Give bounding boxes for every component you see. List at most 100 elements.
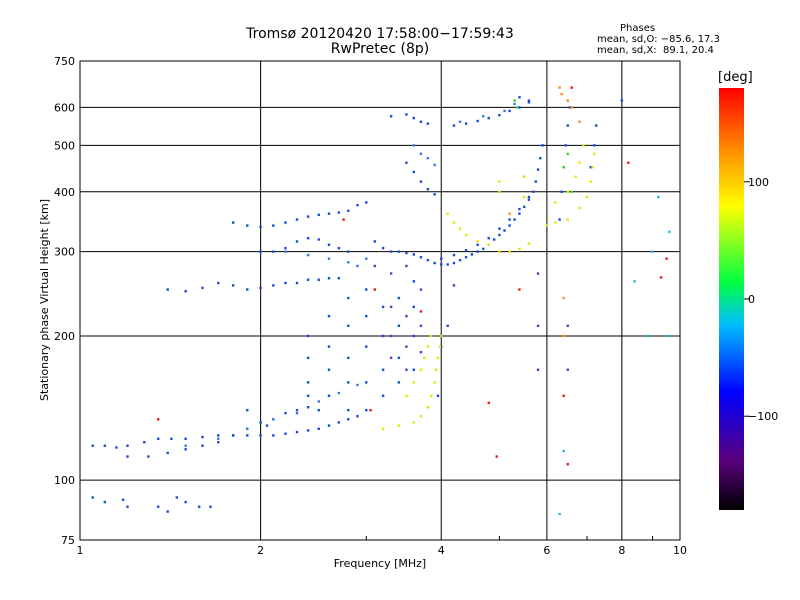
data-point	[476, 243, 479, 246]
data-point	[482, 247, 485, 251]
x-axis-label: Frequency [MHz]	[334, 557, 426, 570]
x-tick-label: 10	[673, 544, 687, 557]
data-point	[405, 264, 408, 268]
data-point	[518, 288, 521, 291]
y-tick-label: 100	[54, 474, 75, 487]
x-tick-label: 4	[438, 544, 445, 557]
colorbar	[719, 88, 744, 510]
data-point	[91, 444, 94, 447]
data-point	[476, 240, 479, 243]
data-point	[157, 505, 160, 508]
data-point	[217, 434, 220, 437]
data-point	[170, 437, 173, 440]
data-point	[365, 201, 368, 204]
data-point	[545, 224, 549, 227]
data-point	[246, 408, 249, 412]
data-point	[317, 427, 320, 431]
data-point	[495, 455, 498, 458]
data-point	[518, 106, 521, 109]
data-point	[589, 166, 592, 169]
data-point	[438, 345, 442, 348]
data-point	[536, 324, 540, 328]
data-point	[498, 190, 501, 193]
data-point	[419, 256, 423, 259]
data-point	[405, 314, 408, 318]
data-point	[397, 296, 401, 300]
data-point	[115, 446, 118, 449]
data-point	[327, 424, 331, 427]
data-point	[337, 211, 341, 214]
data-points	[91, 86, 671, 516]
data-point	[440, 334, 443, 338]
data-point	[412, 144, 415, 147]
data-point	[342, 218, 345, 221]
data-point	[306, 334, 310, 338]
data-point	[668, 230, 671, 233]
data-point	[412, 368, 415, 371]
data-point	[389, 334, 393, 338]
data-point	[347, 418, 350, 421]
data-point	[231, 434, 235, 437]
data-point	[272, 250, 275, 253]
data-point	[365, 408, 368, 412]
data-point	[405, 368, 408, 371]
data-point	[487, 401, 490, 405]
data-point	[560, 190, 563, 193]
data-point	[589, 180, 592, 183]
data-point	[356, 383, 359, 387]
data-point	[419, 288, 423, 291]
data-point	[554, 221, 557, 224]
x-tick-label: 6	[543, 544, 550, 557]
data-point	[373, 240, 377, 243]
chart-title: Tromsø 20120420 17:58:00−17:59:43	[246, 26, 514, 42]
data-point	[259, 250, 262, 253]
data-point	[518, 207, 521, 211]
data-point	[419, 180, 423, 183]
y-tick-label: 750	[54, 55, 75, 68]
data-point	[419, 350, 423, 354]
data-point	[373, 264, 377, 268]
data-point	[347, 250, 350, 253]
data-point	[426, 122, 430, 125]
data-point	[284, 246, 287, 250]
data-point	[231, 221, 235, 224]
data-point	[284, 411, 287, 415]
data-point	[446, 263, 449, 266]
data-point	[570, 86, 573, 89]
data-point	[562, 296, 565, 300]
data-point	[532, 190, 535, 193]
data-point	[126, 444, 129, 447]
data-point	[498, 180, 501, 183]
data-point	[347, 356, 350, 360]
stats-heading: Phases	[620, 23, 656, 34]
data-point	[327, 257, 331, 260]
colorbar-unit-label: [deg]	[718, 70, 753, 85]
data-point	[327, 277, 331, 280]
data-point	[143, 441, 146, 444]
data-point	[458, 227, 462, 230]
data-point	[513, 102, 516, 106]
data-point	[317, 408, 320, 412]
data-point	[578, 161, 581, 164]
data-point	[430, 334, 433, 338]
data-point	[284, 281, 287, 285]
data-point	[440, 345, 443, 348]
data-point	[452, 221, 456, 224]
x-tick-label: 1	[77, 544, 84, 557]
data-point	[184, 500, 187, 504]
data-point	[566, 368, 569, 371]
data-point	[103, 444, 107, 447]
data-point	[347, 296, 350, 300]
data-point	[295, 240, 299, 243]
colorbar-tick-label: 0	[748, 293, 755, 306]
data-point	[389, 272, 393, 275]
data-point	[317, 278, 320, 281]
data-point	[365, 381, 368, 384]
data-point	[381, 334, 385, 338]
data-point	[306, 215, 310, 218]
data-point	[620, 99, 624, 102]
data-point	[405, 251, 408, 255]
data-point	[217, 441, 220, 444]
data-point	[272, 434, 275, 437]
